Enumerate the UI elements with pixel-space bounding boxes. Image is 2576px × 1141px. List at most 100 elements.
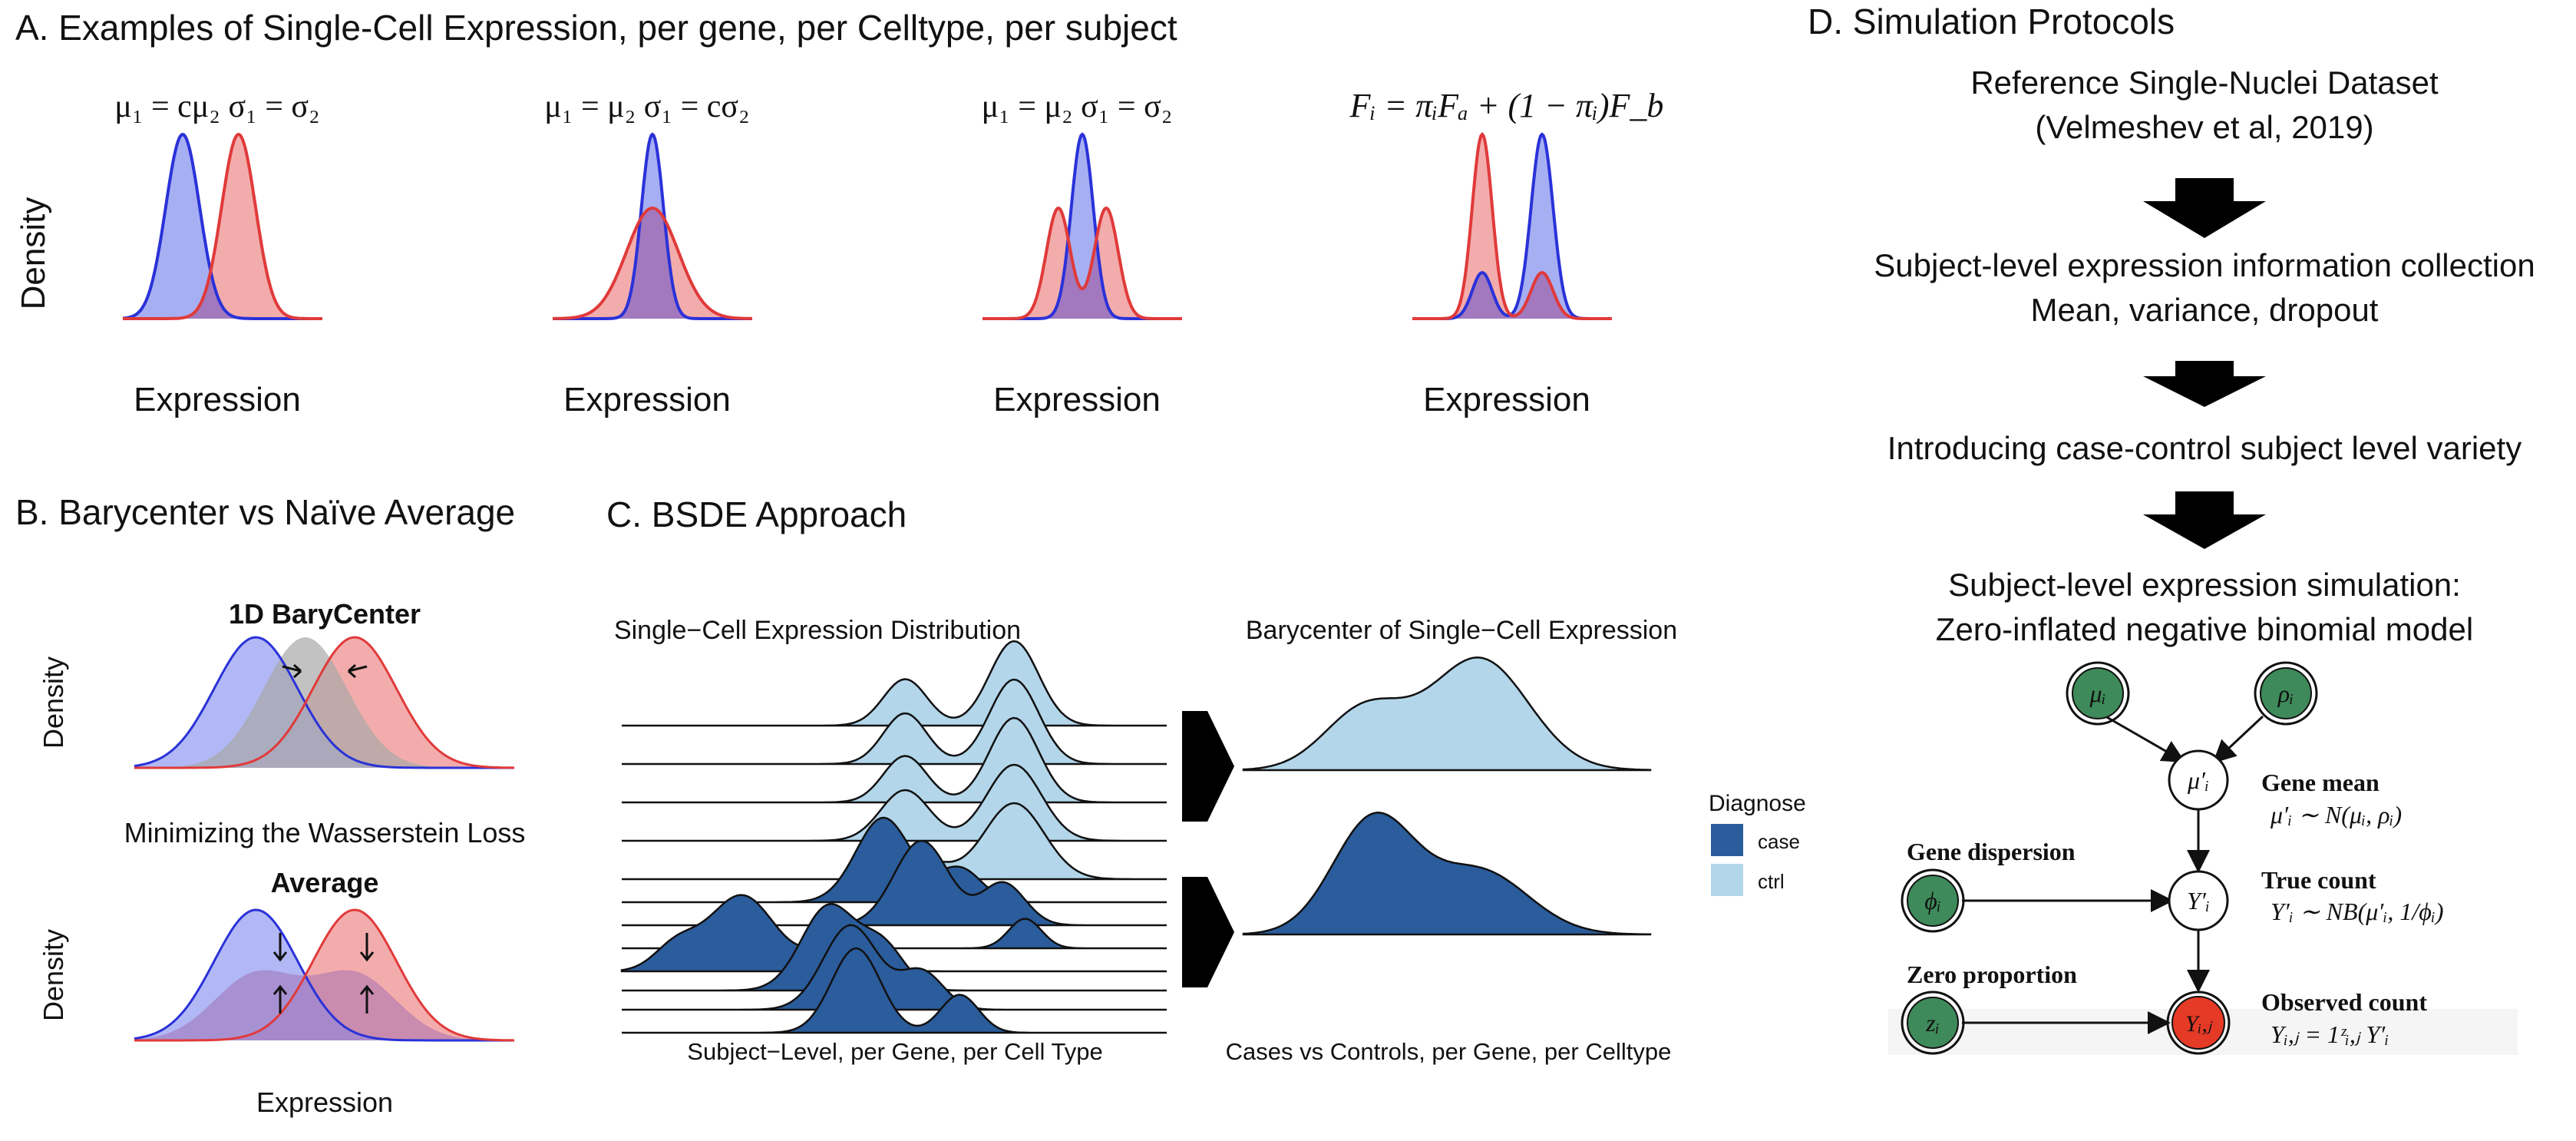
gene-mean-equation: μ′ᵢ ∼ N(μᵢ, ρᵢ) [2270,801,2402,828]
true-count-equation: Y′ᵢ ∼ NB(μ′ᵢ, 1/ϕᵢ) [2271,898,2444,925]
a2-blue-line [553,132,752,320]
example-3-formula: μ₁ = μ₂ σ₁ = σ₂ [982,89,1173,124]
example-4-xlabel: Expression [1423,381,1590,418]
node-rho-label: ρᵢ [2277,680,2294,707]
node-y-prime: Y′ᵢ [2168,870,2229,931]
node-phi: ϕᵢ [1901,868,1965,933]
example-3: μ₁ = μ₂ σ₁ = σ₂ Expression [982,89,1182,418]
ridge-row-11-case [622,924,1167,1011]
panel-b-title: B. Barycenter vs Naïve Average [15,492,515,532]
bary-grey-fill [134,637,514,768]
ridgeline-title: Single−Cell Expression Distribution [614,616,1021,645]
wasserstein-caption: Minimizing the Wasserstein Loss [124,817,526,848]
example-4-curves [1412,131,1612,320]
avg-blue-line [134,908,514,1042]
step-model: Zero-inflated negative binomial model [1936,611,2473,647]
panel-a: A. Examples of Single-Cell Expression, p… [15,8,1663,418]
barycenter-plot-caption: Cases vs Controls, per Gene, per Celltyp… [1226,1038,1672,1065]
edge-mu-to-muprime [2105,715,2186,762]
node-mu-prime: μ′ᵢ [2168,749,2229,811]
legend: Diagnose case ctrl [1709,791,1806,896]
panel-b-density-label-top: Density [38,656,69,749]
a4-blue-fill [1412,134,1612,319]
a3-red-line [983,206,1182,320]
example-1-formula: μ₁ = cμ₂ σ₁ = σ₂ [114,89,319,124]
node-z: zᵢ [1901,991,1965,1055]
a4-red-fill [1412,134,1612,319]
example-3-xlabel: Expression [993,381,1161,418]
approach-arrows [1182,711,1234,987]
node-y-prime-label: Y′ᵢ [2187,887,2210,914]
a1-blue-line [122,132,322,320]
a2-overlap-fill [553,208,752,319]
avg-down-arrow-2-icon [359,933,375,962]
example-4: Fᵢ = πᵢFₐ + (1 − πᵢ)F_b Expression [1349,87,1664,418]
step-reference-citation: (Velmeshev et al, 2019) [2035,109,2373,145]
ridgeline-plot [620,640,1167,1034]
ridge-row-1-ctrl [622,640,1167,727]
legend-swatch-ctrl [1711,864,1743,896]
average-label: Average [271,867,379,898]
avg-down-arrow-1-icon [272,933,288,962]
example-3-curves [983,132,1182,320]
node-mu-prime-label: μ′ᵢ [2187,766,2209,794]
example-2-curves [553,132,752,320]
graphical-model: μᵢ ρᵢ μ′ᵢ ϕᵢ Y′ᵢ z [1888,661,2518,1055]
node-phi-label: ϕᵢ [1924,887,1941,914]
a4-blue-line [1412,132,1612,320]
a1-blue-fill [123,134,322,319]
right-arrow-bottom-icon [1182,877,1234,987]
legend-title: Diagnose [1709,791,1806,816]
down-arrow-1-icon [2143,178,2266,238]
observed-count-equation: Yᵢ,ⱼ = 1ᶻᵢ,ⱼ Y′ᵢ [2271,1020,2389,1048]
legend-swatch-case [1711,824,1743,856]
barycenter-ctrl-area [1242,656,1652,772]
step-reference-dataset: Reference Single-Nuclei Dataset [1970,64,2439,101]
node-mu-label: μᵢ [2089,680,2105,707]
a1-red-line [123,132,322,320]
barycenter-plot [1242,656,1652,936]
ridge-row-6-case [622,816,1167,904]
barycenter-label: 1D BaryCenter [229,598,421,630]
legend-label-case: case [1758,830,1800,853]
example-2: μ₁ = μ₂ σ₁ = cσ₂ Expression [544,89,752,418]
panel-c: C. BSDE Approach Single−Cell Expression … [606,494,1806,1065]
panel-a-density-label: Density [15,197,52,310]
right-arrow-top-icon [1182,711,1234,822]
example-1-curves [122,132,322,320]
node-y: Yᵢ,ⱼ [2166,991,2231,1055]
step-information-collection: Subject-level expression information col… [1874,247,2535,283]
panel-a-title: A. Examples of Single-Cell Expression, p… [15,8,1177,48]
gene-mean-label: Gene mean [2261,769,2379,796]
node-rho: ρᵢ [2254,661,2318,726]
panel-d-title: D. Simulation Protocols [1808,2,2175,41]
step-simulation: Subject-level expression simulation: [1948,567,2461,603]
panel-d: D. Simulation Protocols Reference Single… [1808,2,2535,1055]
a3-blue-fill [983,134,1182,319]
ridge-row-12-case [622,947,1167,1034]
step-information-details: Mean, variance, dropout [2031,292,2379,328]
panel-c-title: C. BSDE Approach [606,494,907,534]
avg-up-arrow-2-icon [359,984,375,1014]
gene-dispersion-label: Gene dispersion [1907,838,2076,865]
a2-red-line [553,206,752,320]
ridgeline-caption: Subject−Level, per Gene, per Cell Type [687,1038,1102,1065]
avg-red-line [134,908,514,1042]
panel-b-density-label-bottom: Density [38,929,69,1021]
barycenter-curves [134,636,514,769]
example-1-xlabel: Expression [134,381,301,418]
a3-overlap-fill [983,241,1182,319]
bary-arrow-right-icon [348,663,368,679]
down-arrow-2-icon [2143,361,2266,407]
step-case-control: Introducing case-control subject level v… [1887,430,2522,466]
observed-count-label: Observed count [2261,988,2427,1016]
bary-arrow-left-icon [282,663,302,679]
legend-label-ctrl: ctrl [1758,870,1785,893]
true-count-label: True count [2261,866,2376,894]
node-mu: μᵢ [2066,661,2130,726]
avg-up-arrow-1-icon [272,984,288,1014]
example-2-xlabel: Expression [563,381,731,418]
bary-red-line [134,636,514,769]
down-arrow-3-icon [2143,491,2266,549]
panel-b-xlabel: Expression [256,1086,393,1118]
